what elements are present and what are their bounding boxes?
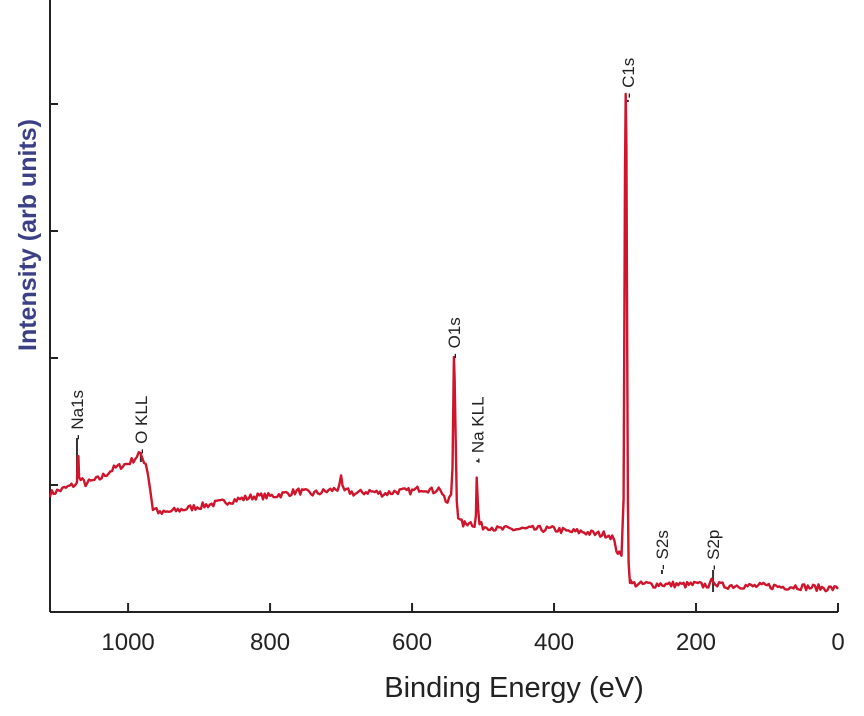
x-axis-tick-labels: 1000 800 600 400 200 0 — [101, 629, 844, 656]
x-tick-label: 600 — [392, 629, 432, 656]
peak-labels: - Na1s - O KLL - O1s - Na KLL - C1s - S2s - S2… — [68, 58, 723, 571]
x-tick-label: 400 — [534, 629, 574, 656]
peak-label: - S2p — [704, 530, 723, 571]
peak-label: - O1s — [445, 317, 464, 359]
peak-label: - Na1s — [68, 390, 87, 440]
peak-label: - C1s — [619, 58, 638, 99]
peak-label: - Na KLL — [468, 396, 487, 463]
peak-markers — [75, 100, 715, 592]
x-tick-label: 0 — [831, 629, 844, 656]
peak-label: - O KLL — [132, 396, 151, 455]
x-tick-label: 200 — [676, 629, 716, 656]
x-tick-label: 1000 — [101, 629, 154, 656]
y-axis-title: Intensity (arb units) — [14, 119, 42, 351]
y-axis-ticks — [50, 103, 58, 613]
peak-label: - S2s — [653, 530, 672, 570]
x-tick-label: 800 — [250, 629, 290, 656]
x-axis-ticks — [127, 603, 839, 612]
spectrum-line — [48, 92, 839, 593]
chart-axes — [49, 0, 838, 613]
x-axis-title: Binding Energy (eV) — [384, 672, 644, 704]
